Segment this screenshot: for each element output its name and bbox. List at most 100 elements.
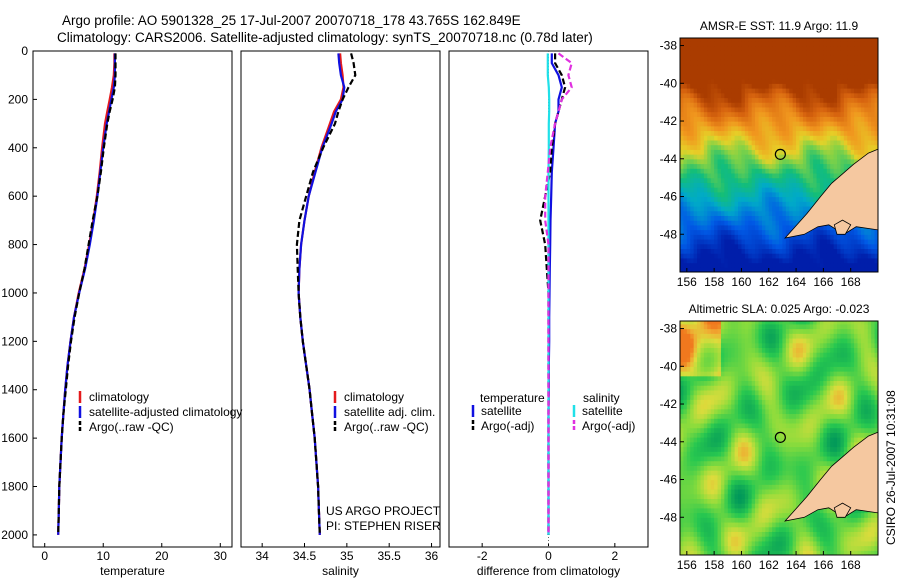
map-cell: [772, 163, 777, 169]
map-cell: [813, 441, 818, 448]
map-cell: [720, 460, 725, 466]
map-cell: [768, 182, 773, 188]
map-cell: [789, 488, 794, 495]
map-cell: [775, 154, 780, 160]
map-cell: [809, 366, 814, 372]
map-cell: [697, 380, 702, 386]
map-cell: [843, 163, 848, 169]
map-cell: [809, 352, 814, 358]
map-cell: [758, 470, 763, 476]
map-cell: [761, 229, 766, 235]
map-cell: [700, 474, 705, 481]
map-cell: [761, 238, 766, 245]
map-cell: [857, 267, 862, 272]
map-cell: [823, 50, 828, 56]
map-cell: [843, 149, 848, 155]
map-cell: [772, 323, 777, 330]
map-cell: [792, 408, 797, 415]
map-cell: [785, 135, 790, 141]
map-cell: [707, 172, 712, 179]
map-cell: [697, 78, 702, 84]
map-cell: [799, 45, 804, 51]
map-cell: [727, 149, 732, 155]
map-cell: [779, 158, 784, 165]
map-cell: [775, 144, 780, 150]
map-cell: [802, 149, 807, 155]
map-cell: [765, 337, 770, 344]
map-cell: [710, 356, 715, 363]
map-cell: [680, 257, 685, 264]
map-cell: [792, 191, 797, 198]
map-cell: [761, 375, 766, 382]
map-cell: [843, 40, 848, 47]
map-cell: [761, 182, 766, 188]
map-cell: [727, 536, 732, 542]
map-cell: [680, 503, 685, 509]
map-cell: [813, 149, 818, 155]
map-cell: [789, 474, 794, 481]
map-cell: [700, 50, 705, 56]
map-cell: [799, 149, 804, 155]
map-cell: [854, 88, 859, 94]
map-cell: [772, 64, 777, 70]
map-cell: [867, 243, 872, 250]
map-cell: [802, 262, 807, 268]
map-cell: [806, 201, 811, 207]
map-cell: [741, 130, 746, 136]
map-cell: [806, 432, 811, 438]
map-cell: [680, 418, 685, 424]
map-cell: [799, 267, 804, 272]
map-cell: [710, 257, 715, 264]
map-cell: [731, 418, 736, 424]
map-cell: [683, 149, 688, 155]
map-cell: [731, 451, 736, 457]
map-cell: [751, 470, 756, 476]
map-cell: [785, 121, 790, 127]
map-cell: [683, 418, 688, 424]
map-cell: [799, 385, 804, 391]
map-cell: [683, 163, 688, 169]
map-cell: [802, 455, 807, 462]
map-cell: [680, 465, 685, 471]
map-cell: [826, 78, 831, 84]
map-cell: [779, 210, 784, 216]
map-cell: [809, 441, 814, 448]
map-cell: [717, 446, 722, 452]
map-cell: [744, 389, 749, 396]
map-cell: [833, 130, 838, 136]
map-cell: [748, 154, 753, 160]
map-cell: [765, 229, 770, 235]
map-cell: [789, 380, 794, 386]
y-tick-label: 1400: [1, 383, 28, 397]
map-cell: [700, 243, 705, 250]
map-cell: [772, 121, 777, 127]
map-cell: [809, 191, 814, 198]
map-cell: [697, 73, 702, 80]
map-cell: [734, 130, 739, 136]
map-cell: [683, 413, 688, 419]
map-cell: [703, 371, 708, 377]
map-cell: [806, 545, 811, 551]
map-cell: [734, 446, 739, 452]
map-cell: [714, 73, 719, 80]
map-cell: [724, 437, 729, 443]
map-cell: [707, 521, 712, 528]
map-cell: [782, 69, 787, 75]
land-polygon: [784, 148, 878, 239]
map-cell: [796, 493, 801, 499]
map-cell: [799, 83, 804, 89]
map-cell: [768, 139, 773, 146]
map-cell: [765, 479, 770, 485]
map-cell: [772, 517, 777, 523]
map-cell: [703, 323, 708, 330]
map-cell: [741, 451, 746, 457]
map-cell: [710, 177, 715, 183]
map-cell: [690, 172, 695, 179]
map-cell: [775, 262, 780, 268]
map-cell: [813, 375, 818, 382]
map-cell: [761, 321, 766, 325]
map-cell: [819, 78, 824, 84]
map-cell: [772, 380, 777, 386]
map-cell: [765, 262, 770, 268]
map-cell: [690, 59, 695, 66]
